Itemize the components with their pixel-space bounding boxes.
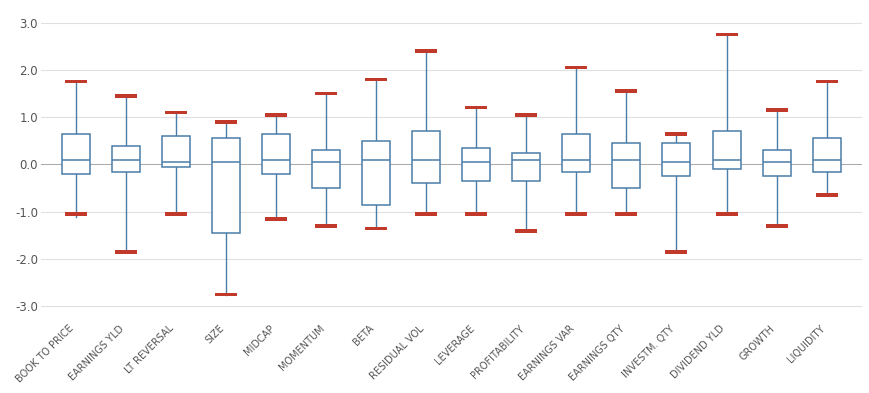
Bar [265, 113, 287, 117]
Bar [712, 131, 740, 169]
Bar [812, 138, 839, 172]
Bar [561, 134, 590, 172]
Bar [112, 145, 140, 172]
Bar [65, 212, 87, 216]
Bar [115, 94, 136, 97]
Bar [262, 134, 289, 174]
Bar [512, 152, 540, 181]
Bar [565, 66, 587, 69]
Bar [65, 80, 87, 83]
Bar [714, 212, 737, 216]
Bar [162, 136, 189, 167]
Bar [415, 212, 437, 216]
Bar [565, 212, 587, 216]
Bar [215, 120, 236, 124]
Bar [315, 224, 336, 228]
Bar [762, 150, 790, 176]
Bar [614, 212, 637, 216]
Bar [665, 250, 687, 254]
Bar [814, 193, 837, 197]
Bar [765, 224, 786, 228]
Bar [465, 212, 487, 216]
Bar [514, 229, 537, 233]
Bar [461, 148, 490, 181]
Bar [165, 212, 187, 216]
Bar [315, 92, 336, 95]
Bar [612, 143, 640, 188]
Bar [215, 293, 236, 296]
Bar [365, 77, 387, 81]
Bar [115, 250, 136, 254]
Bar [661, 143, 690, 176]
Bar [412, 131, 440, 184]
Bar [714, 33, 737, 36]
Bar [362, 141, 389, 205]
Bar [765, 108, 786, 112]
Bar [614, 89, 637, 93]
Bar [165, 111, 187, 114]
Bar [665, 132, 687, 136]
Bar [62, 134, 90, 174]
Bar [814, 80, 837, 83]
Bar [265, 217, 287, 221]
Bar [312, 150, 340, 188]
Bar [365, 227, 387, 230]
Bar [514, 113, 537, 117]
Bar [415, 49, 437, 53]
Bar [212, 138, 240, 233]
Bar [465, 106, 487, 110]
